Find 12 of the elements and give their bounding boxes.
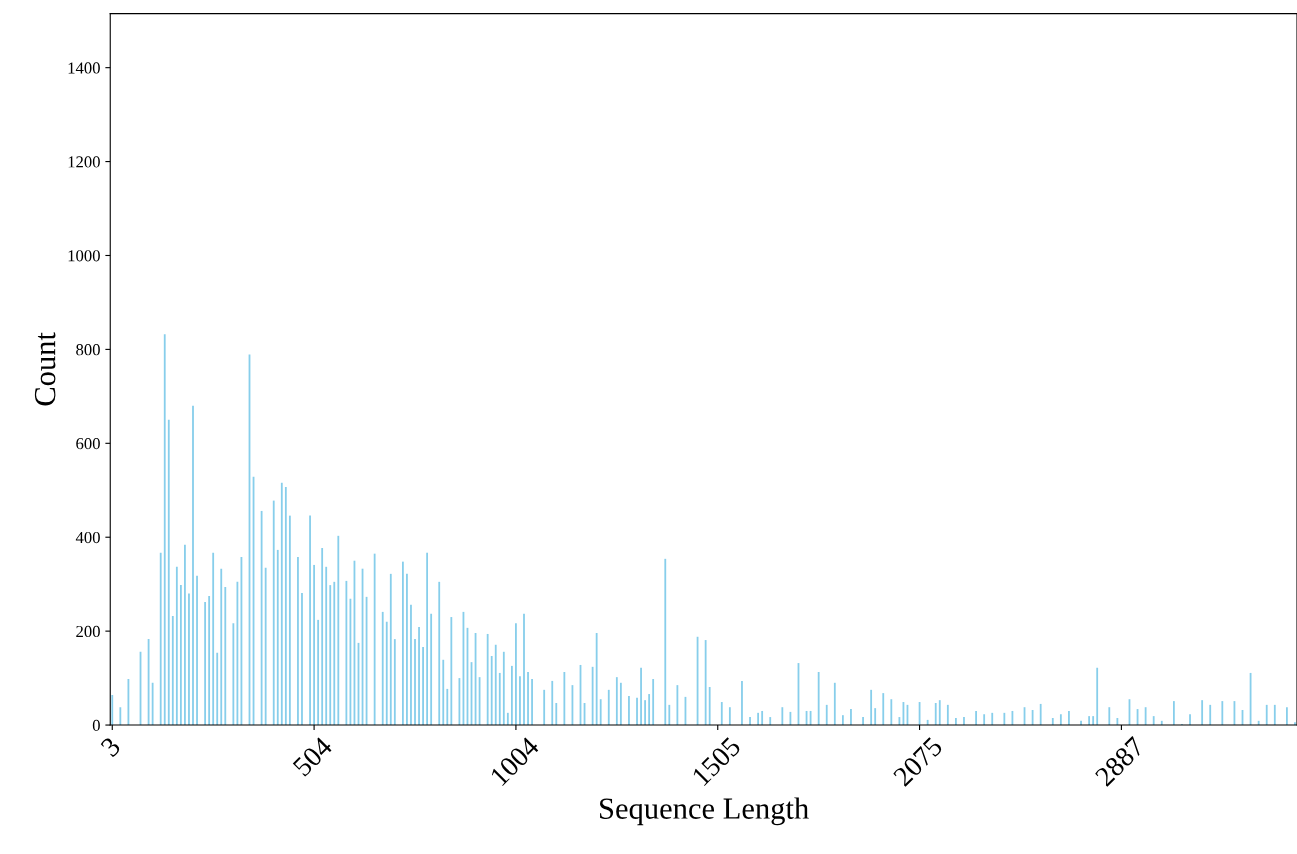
y-tick-label: 1200 [68,156,100,168]
y-tick-label: 1400 [68,62,100,74]
x-axis-title: Sequence Length [600,797,809,826]
y-tick-label: 200 [76,625,100,638]
y-tick-label: 600 [76,438,100,450]
x-tick-label: 3 [100,736,122,758]
x-tick-label: 504 [292,735,334,777]
y-tick-label: 400 [75,531,100,544]
y-tick-label: 1000 [68,250,100,262]
y-tick-label: 800 [76,344,100,356]
y-tick-label: 0 [92,719,100,731]
y-axis-title: Count [34,332,56,406]
